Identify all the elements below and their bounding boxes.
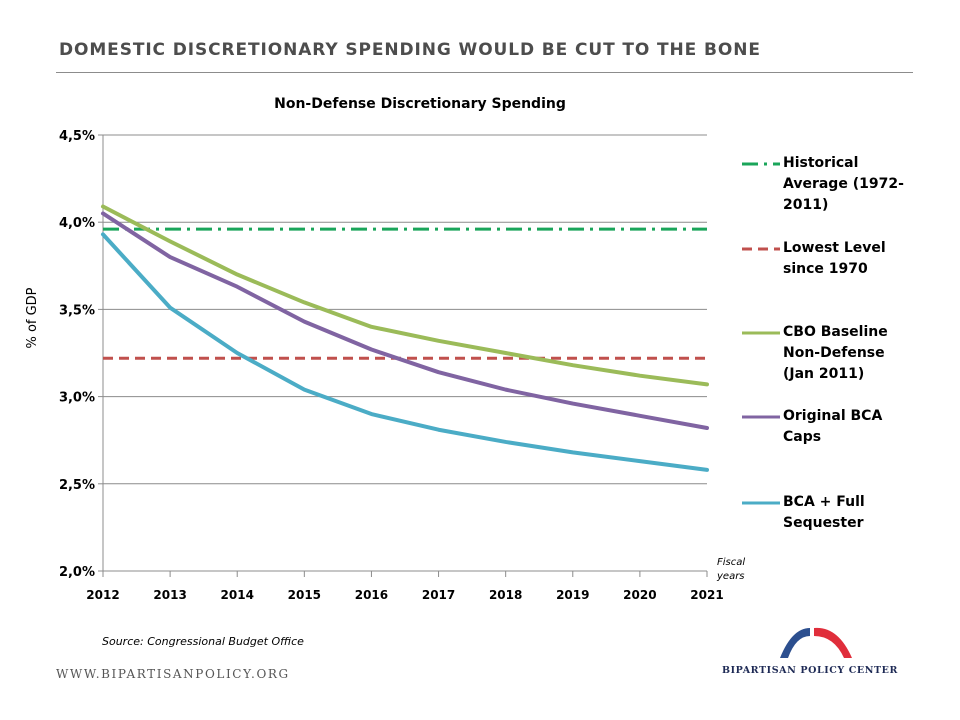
legend-swatch: [742, 501, 780, 505]
chart-axes: [98, 134, 708, 577]
legend-label: Original BCA Caps: [783, 408, 883, 445]
website-link[interactable]: WWW.BIPARTISANPOLICY.ORG: [56, 667, 290, 681]
x-tick-label: 2020: [623, 588, 656, 602]
y-tick-label: 3,5%: [59, 303, 95, 318]
y-tick-label: 3,0%: [59, 391, 95, 406]
legend-swatch: [742, 331, 780, 335]
x-tick-label: 2012: [86, 588, 119, 602]
x-tick-label: 2015: [288, 588, 321, 602]
series-line: [101, 204, 709, 387]
x-tick-label: 2021: [690, 588, 723, 602]
legend-label: BCA + Full Sequester: [783, 494, 865, 531]
chart-labels: 4,5% 4,0% 3,5% 3,0% 2,5% 2,0% 2012 2013 2014 2015…: [25, 96, 745, 602]
source-note: Source: Congressional Budget Office: [102, 635, 304, 648]
title-divider: [56, 72, 913, 73]
org-name: BIPARTISAN POLICY CENTER: [721, 665, 899, 676]
x-tick-label: 2016: [355, 588, 388, 602]
legend-swatch: [742, 162, 780, 166]
x-tick-label: 2013: [153, 588, 186, 602]
x-tick-label: 2014: [221, 588, 254, 602]
chart-series: [101, 204, 709, 472]
x-axis-note: Fiscal years: [716, 557, 745, 582]
x-tick-label: 2018: [489, 588, 522, 602]
reference-lines: [103, 227, 707, 360]
chart-gridlines: [103, 134, 707, 485]
x-tick-label: 2019: [556, 588, 589, 602]
y-tick-label: 2,0%: [59, 565, 95, 580]
page-title: DOMESTIC DISCRETIONARY SPENDING WOULD BE…: [59, 40, 761, 60]
y-tick-label: 4,5%: [59, 129, 95, 144]
legend-label: Historical Average (1972-2011): [783, 155, 904, 213]
legend-label: Lowest Level since 1970: [783, 240, 886, 277]
y-tick-label: 2,5%: [59, 478, 95, 493]
y-tick-label: 4,0%: [59, 216, 95, 231]
chart-title: Non-Defense Discretionary Spending: [274, 96, 566, 112]
logo-arch-icon: [780, 627, 852, 658]
x-tick-label: 2017: [422, 588, 455, 602]
legend-swatch: [742, 415, 780, 419]
series-line: [101, 232, 709, 472]
org-logo: BIPARTISAN POLICY CENTER: [700, 622, 920, 682]
legend-swatch: [742, 247, 780, 251]
series-line: [101, 211, 709, 430]
y-axis-label: % of GDP: [25, 287, 40, 348]
legend-label: CBO Baseline Non-Defense (Jan 2011): [783, 324, 888, 382]
